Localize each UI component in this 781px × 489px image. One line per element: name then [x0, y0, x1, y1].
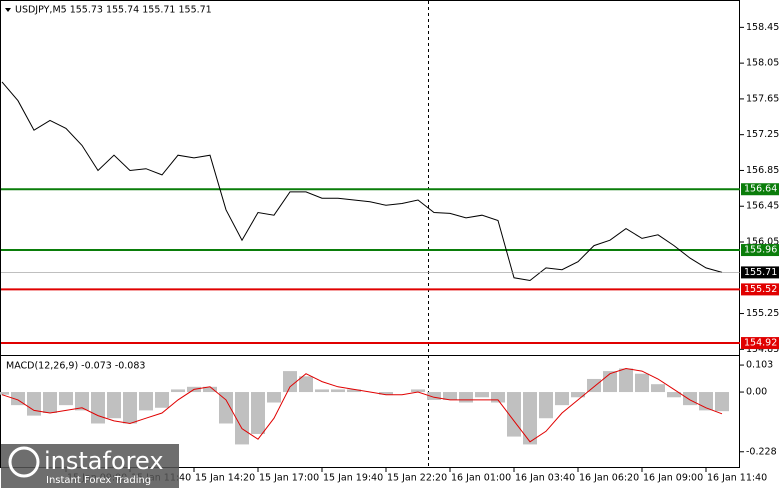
macd-title: MACD(12,26,9) -0.073 -0.083 [6, 361, 145, 372]
x-tick-label: 15 Jan 17:00 [259, 473, 319, 484]
macd-bar [555, 392, 569, 406]
macd-bar [379, 392, 393, 395]
macd-bar [171, 389, 185, 393]
macd-bar [587, 378, 601, 393]
macd-bar [443, 392, 457, 400]
last-price-box [741, 266, 779, 279]
macd-bar [155, 392, 169, 408]
macd-bar [267, 392, 281, 403]
y-tick-label: 0.00 [746, 387, 767, 398]
macd-bar [235, 392, 249, 445]
macd-bar [91, 392, 105, 424]
macd-bar [523, 392, 537, 445]
y-tick-label: 154.85 [746, 344, 779, 355]
macd-bar [123, 392, 137, 424]
macd-bar [683, 392, 697, 406]
price-line [1, 81, 723, 282]
x-tick-label: 15 Jan 19:40 [323, 473, 383, 484]
macd-bar [347, 389, 361, 393]
macd-bar [331, 389, 345, 393]
watermark-tagline: Instant Forex Trading [46, 475, 151, 486]
macd-bar [107, 392, 121, 419]
macd-bar [315, 389, 329, 393]
macd-bar [219, 392, 233, 424]
macd-bar [715, 392, 729, 412]
x-tick-label: 16 Jan 06:20 [579, 473, 639, 484]
macd-bar [667, 392, 681, 398]
macd-bar [0, 392, 9, 395]
chart-title: USDJPY,M5 155.73 155.74 155.71 155.71 [15, 5, 212, 16]
macd-bar [203, 386, 217, 393]
level-label: 155.96 [744, 245, 777, 256]
y-tick-label: 156.05 [746, 236, 779, 247]
y-tick-label: -0.228 [746, 446, 777, 457]
level-label-box [741, 337, 779, 350]
level-label-box [741, 244, 779, 257]
level-label: 154.92 [744, 338, 777, 349]
macd-bar [299, 376, 313, 393]
macd-bar [539, 392, 553, 419]
y-tick-label: 156.45 [746, 201, 779, 212]
y-tick-label: 157.25 [746, 129, 779, 140]
macd-bar [411, 389, 425, 393]
macd-bar [27, 392, 41, 416]
level-label-box [741, 283, 779, 296]
macd-bar [491, 392, 505, 403]
x-tick-label: 16 Jan 01:00 [451, 473, 511, 484]
macd-bar [427, 392, 441, 400]
macd-bar [75, 392, 89, 411]
macd-bar [475, 392, 489, 398]
macd-bar [571, 392, 585, 398]
macd-bar [459, 392, 473, 403]
y-tick-label: 155.25 [746, 308, 779, 319]
macd-bar [635, 373, 649, 393]
x-tick-label: 16 Jan 03:40 [515, 473, 575, 484]
macd-bar [651, 384, 665, 393]
macd-bar [283, 371, 297, 393]
y-tick-label: 158.45 [746, 22, 779, 33]
signal-line [1, 367, 723, 443]
y-tick-label: 0.103 [746, 360, 773, 371]
y-tick-label: 158.05 [746, 58, 779, 69]
last-price-label: 155.71 [744, 267, 777, 278]
menu-icon [5, 8, 11, 12]
level-label: 155.52 [744, 284, 777, 295]
macd-bar [251, 392, 265, 434]
watermark-brand: instaforex [44, 447, 164, 475]
macd-bar [619, 368, 633, 393]
x-tick-label: 16 Jan 11:40 [707, 473, 767, 484]
level-label: 156.64 [744, 184, 777, 195]
x-tick-label: 16 Jan 09:00 [643, 473, 703, 484]
macd-bar [43, 392, 57, 413]
x-tick-label: 15 Jan 14:20 [195, 473, 255, 484]
y-tick-label: 157.65 [746, 93, 779, 104]
level-label-box [741, 183, 779, 196]
x-tick-label: 15 Jan 22:20 [387, 473, 447, 484]
macd-bar [139, 392, 153, 411]
watermark-icon [8, 446, 40, 478]
macd-bar [59, 392, 73, 406]
y-tick-label: 156.85 [746, 165, 779, 176]
